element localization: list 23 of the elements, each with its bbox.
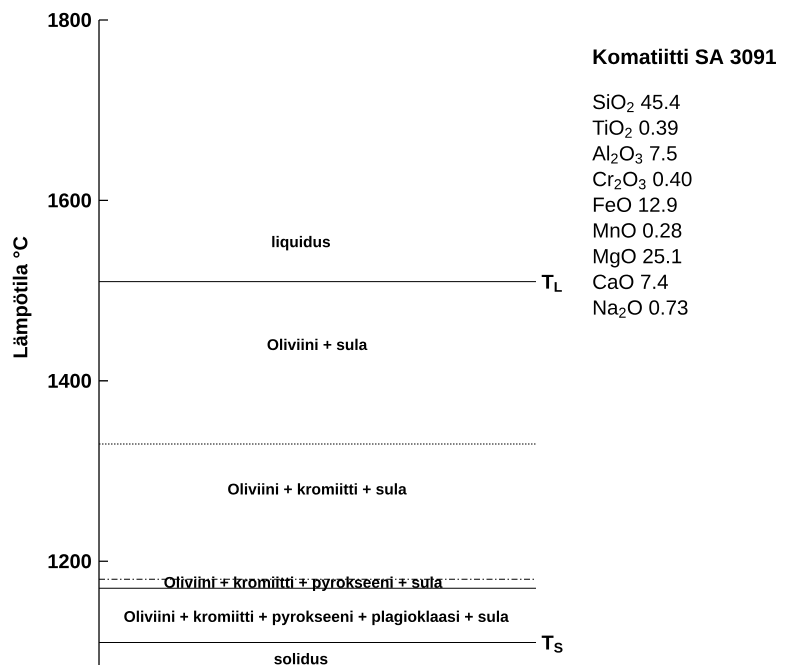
text: MnO 0.28 [594, 223, 682, 238]
y-tick-label: 1600 [48, 193, 91, 208]
y-axis-title: Lämpötila °C [12, 236, 32, 358]
annotation: Oliviini + kromiitti + pyrokseeni + sula [164, 576, 443, 592]
y-tick-label: 1400 [48, 374, 91, 388]
text: Cr$_{2}$O$_{3}$ 0.40 [593, 172, 692, 190]
text: MgO 25.1 [594, 249, 682, 268]
text: Komatiitti SA 3091 [594, 48, 776, 64]
text: Al$_{2}$O$_{3}$ 7.5 [592, 146, 677, 164]
annotation: liquidus [272, 236, 330, 251]
annotation: Oliviini + kromiitti + sula [228, 483, 407, 495]
text: Na$_{2}$O 0.73 [594, 300, 688, 318]
ref-line-label: T$_{L}$ [542, 274, 562, 292]
annotation: Oliviini + sula [268, 338, 368, 350]
text: SiO$_{2}$ 45.4 [593, 94, 680, 112]
text: CaO 7.4 [593, 274, 668, 290]
y-tick-label: 1800 [48, 13, 91, 28]
text: FeO 12.9 [594, 198, 677, 212]
y-tick-label: 1200 [48, 554, 91, 569]
annotation: Oliviini + kromiitti + pyrokseeni + plagioklaasi + sula [124, 610, 509, 626]
text: TiO$_{2}$ 0.39 [592, 120, 678, 138]
ref-line-label: T$_{S}$ [542, 636, 563, 653]
annotation: solidus [274, 653, 328, 665]
